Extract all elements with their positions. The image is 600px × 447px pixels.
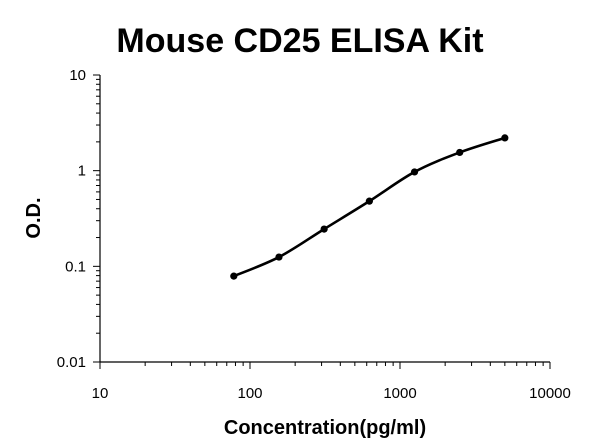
y-axis-tick-labels: 0.01 0.1 1 10 xyxy=(57,67,86,371)
x-axis-label: Concentration(pg/ml) xyxy=(224,417,426,439)
data-point xyxy=(230,272,238,280)
data-point xyxy=(275,253,283,261)
y-tick-label: 1 xyxy=(78,163,86,180)
x-tick-label: 10 xyxy=(92,385,109,402)
y-axis-label: O.D. xyxy=(23,197,45,238)
data-point xyxy=(365,197,373,205)
x-tick-label: 10000 xyxy=(529,385,571,402)
data-point xyxy=(320,225,328,233)
data-point xyxy=(456,148,464,157)
chart-title: Mouse CD25 ELISA Kit xyxy=(116,22,483,60)
x-tick-label: 100 xyxy=(237,385,262,402)
y-axis-ticks xyxy=(93,74,100,363)
data-point xyxy=(410,168,419,176)
x-axis-ticks xyxy=(99,362,551,369)
y-tick-label: 10 xyxy=(69,67,86,84)
data-point xyxy=(501,134,509,142)
fit-curve xyxy=(233,136,506,278)
y-tick-label: 0.1 xyxy=(65,258,86,275)
x-axis-tick-labels: 10 100 1000 10000 xyxy=(92,385,571,402)
y-tick-label: 0.01 xyxy=(57,354,86,371)
data-points xyxy=(230,134,509,280)
x-tick-label: 1000 xyxy=(383,385,416,402)
plot-area: 0.01 0.1 1 10 10 100 1000 10000 xyxy=(57,67,571,402)
